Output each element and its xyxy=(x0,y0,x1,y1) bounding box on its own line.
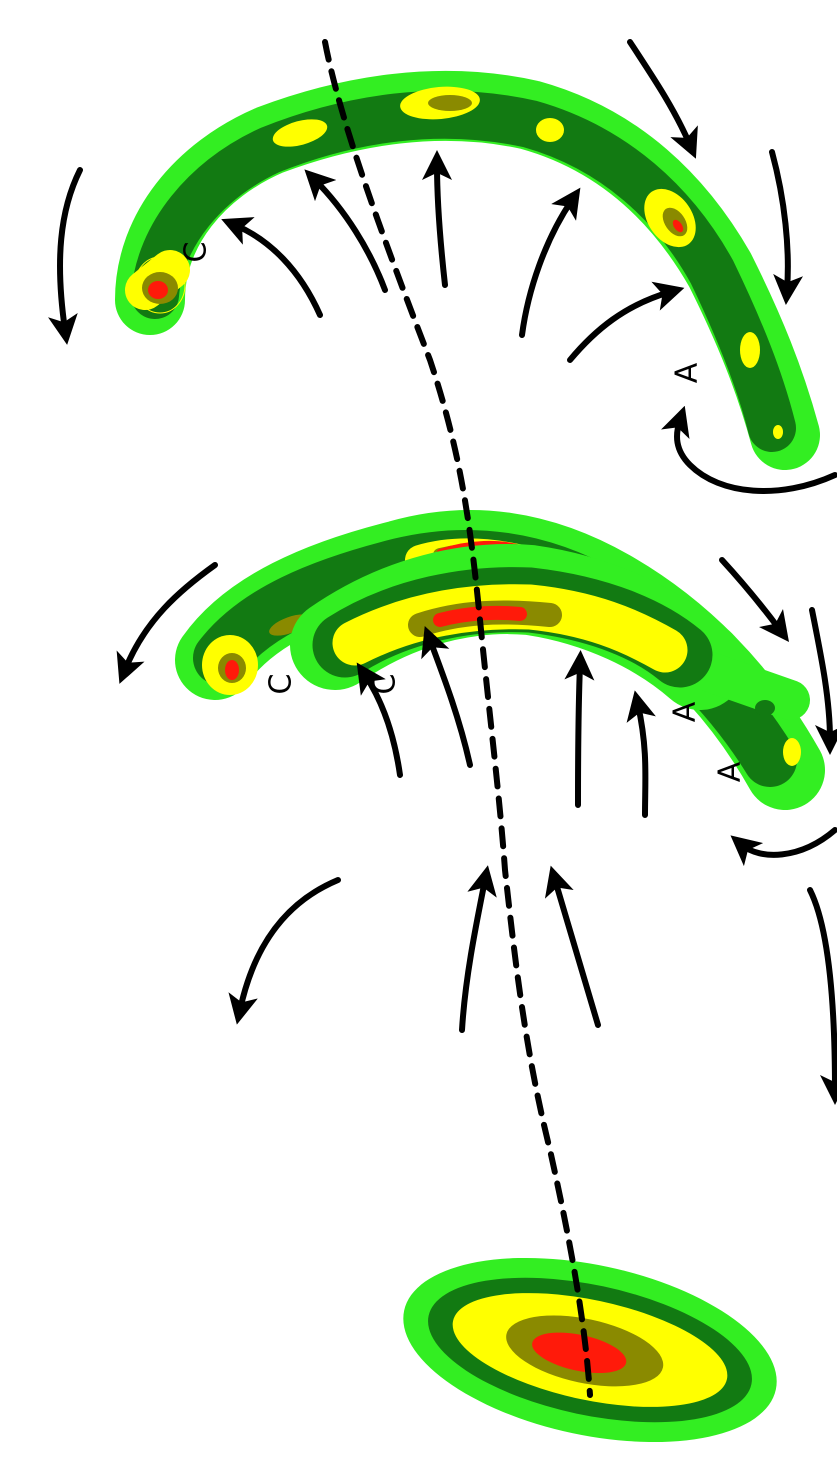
echo-stage-3-part xyxy=(433,605,527,627)
echo-stage-1-part xyxy=(773,425,783,439)
echo-stage-4-part xyxy=(532,1332,627,1374)
flow-arrows-part xyxy=(356,662,403,778)
flow-arrows-part xyxy=(567,281,685,363)
echo-stage-1-part xyxy=(536,118,564,142)
a-label: A xyxy=(670,362,705,383)
flow-arrows-part xyxy=(544,865,601,1028)
flow-arrows-part xyxy=(304,169,388,293)
a-label: A xyxy=(713,761,748,782)
flow-arrows-part xyxy=(807,887,837,1105)
flow-arrows-part xyxy=(421,625,473,768)
a-label: A xyxy=(668,701,703,722)
flow-arrows-part xyxy=(228,877,341,1025)
echo-stage-4 xyxy=(403,1257,777,1443)
c-label: C xyxy=(179,242,214,263)
flow-arrows-part xyxy=(116,562,218,684)
flow-arrows-part xyxy=(48,167,83,345)
echo-stage-3-part xyxy=(755,700,775,716)
echo-stage-3 xyxy=(290,544,810,720)
echo-stage-1-part xyxy=(672,219,684,233)
flow-arrows-part xyxy=(459,865,497,1033)
echo-stage-1 xyxy=(115,70,820,470)
flow-arrows-part xyxy=(519,187,581,338)
flow-arrows-part xyxy=(626,690,656,818)
flow-arrows-part xyxy=(627,39,698,159)
echo-stage-2-part xyxy=(225,660,239,680)
echo-stage-1-part xyxy=(134,256,186,314)
echo-stage-1-part xyxy=(740,332,760,368)
flow-arrows-part xyxy=(769,149,804,305)
echo-stage-1-part xyxy=(148,281,168,299)
echo-stage-1-part xyxy=(272,119,328,147)
flow-arrows-part xyxy=(221,217,323,318)
flow-arrows xyxy=(48,39,837,1105)
flow-arrows-part xyxy=(730,827,837,867)
flow-arrows-part xyxy=(719,557,790,642)
bow-apex-track xyxy=(322,39,593,1398)
flow-arrows-part xyxy=(564,650,595,808)
flow-arrows-part xyxy=(422,150,453,288)
echo-stage-1-part xyxy=(131,90,796,452)
flow-arrows-part xyxy=(661,405,837,494)
flow-arrows-part xyxy=(809,607,837,755)
echo-stage-1-part xyxy=(428,95,472,111)
echo-stage-2-part xyxy=(783,738,801,766)
c-label: C xyxy=(368,674,403,695)
c-label: C xyxy=(264,674,299,695)
